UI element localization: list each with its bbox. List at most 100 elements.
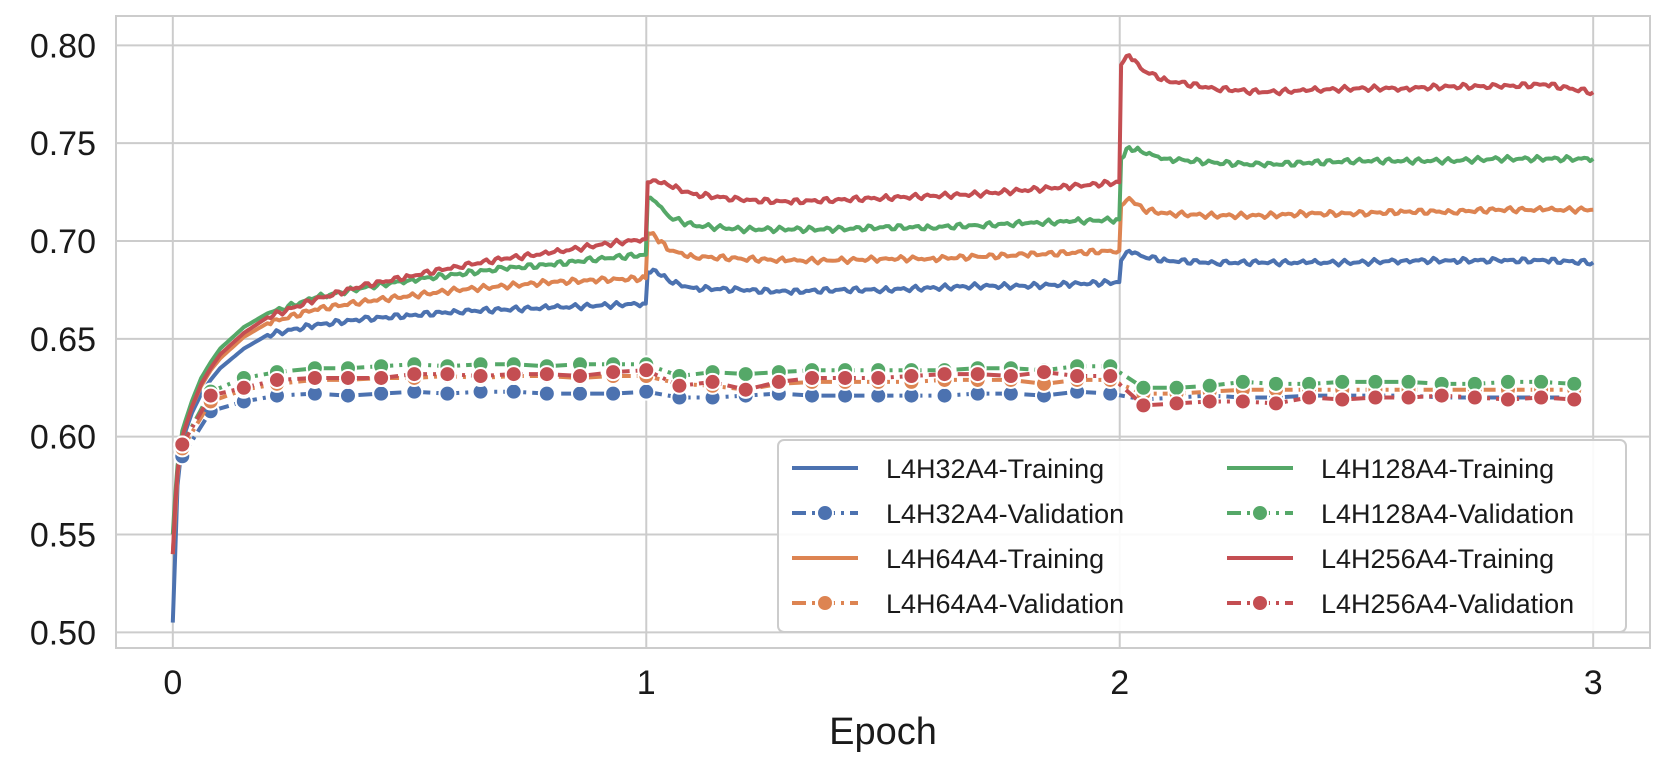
validation-point <box>267 370 286 389</box>
validation-point <box>234 378 253 397</box>
validation-point <box>1200 376 1219 395</box>
validation-point <box>1233 372 1252 391</box>
validation-point <box>736 365 755 384</box>
validation-point <box>1532 388 1551 407</box>
validation-point <box>935 365 954 384</box>
validation-point <box>372 384 391 403</box>
training-line <box>170 145 1595 535</box>
validation-point <box>1465 388 1484 407</box>
validation-point <box>769 372 788 391</box>
series-L4H256A4-Training <box>170 53 1595 555</box>
legend-label: L4H256A4-Validation <box>1321 589 1574 619</box>
validation-point <box>1266 394 1285 413</box>
validation-point <box>537 384 556 403</box>
validation-point <box>1532 372 1551 391</box>
validation-point <box>1134 378 1153 397</box>
validation-point <box>670 376 689 395</box>
validation-point <box>504 365 523 384</box>
validation-point <box>570 367 589 386</box>
validation-point <box>736 380 755 399</box>
x-tick-label: 2 <box>1110 664 1129 702</box>
legend-marker <box>1251 504 1269 522</box>
validation-point <box>305 368 324 387</box>
series-L4H256A4-Validation <box>173 361 1584 454</box>
series-layer <box>170 53 1595 623</box>
series-L4H128A4-Training <box>170 145 1595 535</box>
validation-point <box>570 384 589 403</box>
validation-point <box>173 435 192 454</box>
training-line <box>170 53 1595 555</box>
validation-point <box>438 365 457 384</box>
validation-point <box>1333 372 1352 391</box>
validation-point <box>1498 390 1517 409</box>
validation-point <box>869 368 888 387</box>
x-axis-tick-labels: 0 1 2 3 <box>163 664 1602 702</box>
training-line <box>170 248 1595 623</box>
x-axis-label: Epoch <box>829 711 937 753</box>
validation-point <box>1001 367 1020 386</box>
legend-label: L4H128A4-Validation <box>1321 499 1574 529</box>
validation-point <box>1068 367 1087 386</box>
validation-point <box>1167 394 1186 413</box>
validation-point <box>201 386 220 405</box>
validation-point <box>438 384 457 403</box>
validation-point <box>1565 374 1584 393</box>
validation-point <box>637 382 656 401</box>
validation-point <box>338 368 357 387</box>
validation-point <box>1498 372 1517 391</box>
validation-point <box>471 367 490 386</box>
training-line <box>170 196 1594 555</box>
y-tick-label: 0.55 <box>30 517 96 555</box>
validation-point <box>802 368 821 387</box>
y-tick-label: 0.65 <box>30 321 96 359</box>
y-axis-tick-labels: 0.50 0.55 0.60 0.65 0.70 0.75 0.80 <box>30 27 96 652</box>
validation-point <box>405 365 424 384</box>
validation-point <box>703 372 722 391</box>
series-L4H32A4-Training <box>170 248 1595 623</box>
y-tick-label: 0.75 <box>30 125 96 163</box>
legend-label: L4H32A4-Validation <box>886 499 1124 529</box>
validation-point <box>537 365 556 384</box>
x-tick-label: 1 <box>637 664 656 702</box>
validation-point <box>935 386 954 405</box>
validation-point <box>902 367 921 386</box>
legend-item: L4H32A4-Validation <box>792 499 1124 529</box>
y-tick-label: 0.60 <box>30 419 96 457</box>
legend-item: L4H128A4-Training <box>1227 454 1554 484</box>
validation-point <box>1399 388 1418 407</box>
legend-item: L4H128A4-Validation <box>1227 499 1574 529</box>
legend-item: L4H256A4-Training <box>1227 544 1554 574</box>
validation-point <box>1300 388 1319 407</box>
validation-point <box>1399 372 1418 391</box>
y-tick-label: 0.70 <box>30 223 96 261</box>
legend-marker <box>816 594 834 612</box>
validation-point <box>1167 378 1186 397</box>
validation-point <box>1233 392 1252 411</box>
legend-item: L4H32A4-Training <box>792 454 1104 484</box>
validation-point <box>1366 388 1385 407</box>
validation-point <box>504 382 523 401</box>
legend-label: L4H256A4-Training <box>1321 544 1554 574</box>
x-tick-label: 3 <box>1584 664 1603 702</box>
legend-item: L4H64A4-Training <box>792 544 1104 574</box>
validation-point <box>1101 367 1120 386</box>
validation-point <box>836 368 855 387</box>
validation-point <box>1134 396 1153 415</box>
validation-point <box>604 384 623 403</box>
validation-point <box>637 361 656 380</box>
validation-point <box>372 368 391 387</box>
validation-point <box>1432 386 1451 405</box>
legend-box <box>777 439 1627 633</box>
legend-label: L4H32A4-Training <box>886 454 1104 484</box>
x-tick-label: 0 <box>163 664 182 702</box>
validation-point <box>1034 363 1053 382</box>
validation-point <box>338 386 357 405</box>
legend-marker <box>1251 594 1269 612</box>
legend-item: L4H64A4-Validation <box>792 589 1124 619</box>
legend-marker <box>816 504 834 522</box>
legend: L4H32A4-Training L4H32A4-Validation L4H64A… <box>777 439 1627 633</box>
validation-point <box>604 363 623 382</box>
legend-item: L4H256A4-Validation <box>1227 589 1574 619</box>
plot-frame <box>115 15 1651 649</box>
